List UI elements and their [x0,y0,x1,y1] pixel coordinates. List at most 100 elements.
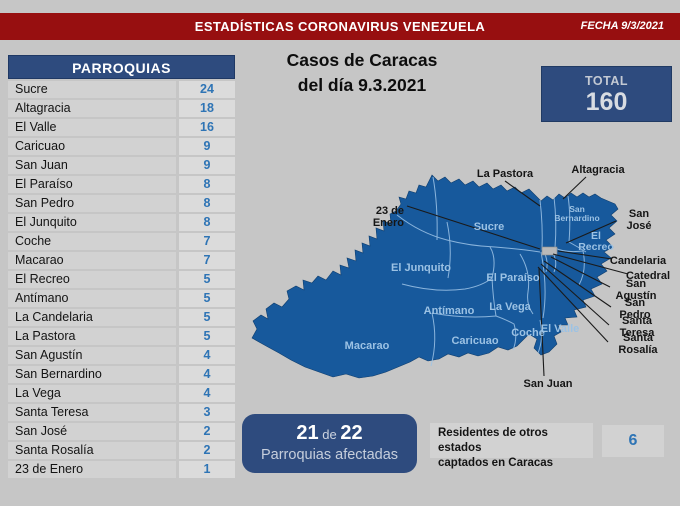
parish-value: 5 [179,290,235,307]
parish-name: La Candelaria [8,309,176,326]
table-row: Altagracia 18 [8,100,235,117]
parish-value: 2 [179,423,235,440]
map-parish-label: El Paraíso [486,272,540,284]
parish-value: 7 [179,252,235,269]
parish-name: La Pastora [8,328,176,345]
map-parish-label: Caricuao [451,335,499,347]
leader-san-pedro [543,260,612,308]
parish-value: 2 [179,442,235,459]
map-parish-label: Macarao [344,340,390,352]
leader-candelaria [557,250,613,260]
total-label: TOTAL [584,74,628,88]
table-row: Coche 7 [8,233,235,250]
affected-total: 22 [340,422,363,444]
parish-name: San Pedro [8,195,176,212]
table-row: San Agustín 4 [8,347,235,364]
table-row: San José 2 [8,423,235,440]
parish-name: Macarao [8,252,176,269]
parish-borders [396,176,587,367]
map-outline [251,174,619,379]
banner: ESTADÍSTICAS CORONAVIRUS VENEZUELA FECHA… [0,13,680,40]
page-title: Casos de Caracas del día 9.3.2021 [252,48,472,98]
parish-value: 3 [179,404,235,421]
map-callout-label: San José [626,208,652,232]
map-callout-label: La Pastora [476,168,534,180]
table-row: Santa Rosalía 2 [8,442,235,459]
parish-value: 24 [179,81,235,98]
map-parish-label: Sucre [473,221,505,233]
affected-parishes-box: 21 de 22 Parroquias afectadas [242,414,417,473]
map-parish-label: Antímano [423,305,475,317]
leader-lines [406,176,629,377]
total-box: TOTAL 160 [541,66,672,122]
parish-name: El Recreo [8,271,176,288]
banner-date: FECHA 9/3/2021 [580,20,664,32]
table-row: La Vega 4 [8,385,235,402]
parish-value: 7 [179,233,235,250]
map-callout-label: Catedral [625,270,671,282]
table-row: El Paraíso 8 [8,176,235,193]
leader-catedral [552,253,629,275]
table-row: La Pastora 5 [8,328,235,345]
parish-table-header: PARROQUIAS [8,55,235,79]
table-row: San Juan 9 [8,157,235,174]
parish-name: El Junquito [8,214,176,231]
parish-name: Caricuao [8,138,176,155]
map-callout-label: Santa Rosalía [618,332,658,356]
table-row: El Valle 16 [8,119,235,136]
map-parish-label: San Bernardino [554,204,600,223]
table-row: El Junquito 8 [8,214,235,231]
parish-name: San Bernardino [8,366,176,383]
affected-count: 21 de 22 [242,422,417,445]
parish-table-rows: Sucre 24 Altagracia 18 El Valle 16 Caricuao 9 Sa… [8,81,235,478]
map-parish-label: La Vega [489,301,531,313]
parish-value: 5 [179,328,235,345]
parish-value: 5 [179,309,235,326]
map-callout-label: San Pedro [619,297,651,321]
parish-name: La Vega [8,385,176,402]
table-row: Antímano 5 [8,290,235,307]
table-row: Macarao 7 [8,252,235,269]
parish-name: Santa Rosalía [8,442,176,459]
parish-name: Sucre [8,81,176,98]
table-row: Santa Teresa 3 [8,404,235,421]
parish-value: 8 [179,214,235,231]
table-row: San Pedro 8 [8,195,235,212]
parish-value: 18 [179,100,235,117]
table-row: 23 de Enero 1 [8,461,235,478]
parish-name: El Valle [8,119,176,136]
parish-value: 9 [179,157,235,174]
map-callout-label: San Juan [523,378,573,390]
parish-value: 1 [179,461,235,478]
table-row: La Candelaria 5 [8,309,235,326]
leader-san-agustin [550,256,611,288]
leader-23-de-enero [406,205,541,250]
table-row: Sucre 24 [8,81,235,98]
parish-value: 8 [179,176,235,193]
map-parish-label: El Recreo [578,230,614,253]
parish-value: 8 [179,195,235,212]
city-center-marker [541,246,558,256]
affected-current: 21 [296,422,319,444]
page-title-line2: del día 9.3.2021 [297,75,427,95]
parish-name: Altagracia [8,100,176,117]
page-title-line1: Casos de Caracas [286,50,438,70]
parish-name: San Juan [8,157,176,174]
parish-value: 5 [179,271,235,288]
parish-value: 4 [179,366,235,383]
leader-santa-rosalia [537,266,609,343]
parish-value: 9 [179,138,235,155]
map-parish-label: El Junquito [391,262,451,274]
residents-line2: captados en Caracas [438,457,554,469]
parish-value: 16 [179,119,235,136]
leader-altagracia [562,176,587,200]
leader-la-pastora [504,180,541,207]
map-parish-label: El Valle [540,323,580,335]
map-callout-label: Altagracia [571,164,625,176]
residents-line1: Residentes de otros estados [438,427,548,454]
parish-name: San José [8,423,176,440]
parish-name: Coche [8,233,176,250]
affected-separator: de [322,427,337,442]
